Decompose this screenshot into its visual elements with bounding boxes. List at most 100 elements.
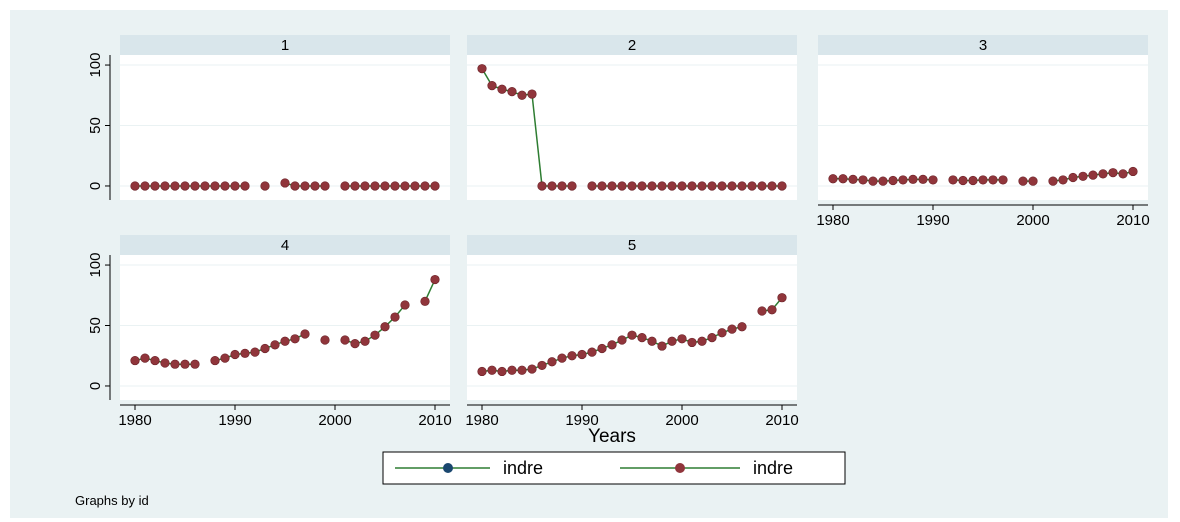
point <box>420 296 430 306</box>
point <box>517 365 527 375</box>
point <box>230 181 240 191</box>
y-tick-label: 0 <box>87 382 104 390</box>
point <box>230 349 240 360</box>
point <box>290 334 300 344</box>
point <box>767 181 777 191</box>
x-tick-label: 2010 <box>765 412 798 429</box>
point <box>300 329 310 339</box>
panel-title: 4 <box>281 237 289 254</box>
series-line <box>481 68 572 187</box>
point <box>140 353 150 363</box>
point <box>717 328 727 338</box>
point <box>320 335 330 345</box>
x-tick-label: 1990 <box>916 212 949 229</box>
point <box>250 347 260 357</box>
note: Graphs by id <box>75 493 149 508</box>
point <box>567 181 577 191</box>
point <box>170 359 180 369</box>
point <box>130 181 140 191</box>
point <box>280 336 290 346</box>
point <box>340 335 350 345</box>
point <box>150 181 160 191</box>
point <box>527 364 537 374</box>
point <box>477 366 487 377</box>
plot-area <box>467 255 797 400</box>
point <box>707 332 717 343</box>
panel-title: 5 <box>628 237 636 254</box>
point <box>1068 172 1078 183</box>
point <box>370 181 380 191</box>
point <box>1128 166 1138 177</box>
point <box>260 343 270 354</box>
point <box>577 349 587 360</box>
point <box>1048 176 1058 186</box>
point <box>260 181 270 191</box>
point <box>1118 169 1128 179</box>
point <box>210 181 220 191</box>
point <box>587 347 597 357</box>
point <box>310 181 320 191</box>
point <box>270 340 280 350</box>
point <box>888 175 898 186</box>
point <box>200 181 210 191</box>
panel-header <box>467 235 797 255</box>
point <box>667 336 677 346</box>
point <box>340 181 350 191</box>
point <box>777 293 787 303</box>
point <box>898 175 908 185</box>
series-line <box>214 333 306 362</box>
plot-area <box>120 255 450 400</box>
point <box>300 181 310 191</box>
point <box>557 181 567 191</box>
point <box>1058 175 1068 185</box>
point <box>597 181 607 191</box>
x-tick-label: 2000 <box>665 412 698 429</box>
x-tick-label: 1990 <box>218 412 251 429</box>
point <box>988 175 998 185</box>
plot-area <box>120 55 450 200</box>
panel-title: 1 <box>281 37 289 54</box>
point <box>667 181 677 191</box>
point <box>350 181 360 191</box>
point <box>190 359 200 369</box>
point <box>777 181 787 191</box>
point <box>737 322 747 332</box>
point <box>627 330 637 340</box>
point <box>390 312 400 322</box>
point <box>360 181 370 191</box>
x-tick-label: 2000 <box>318 412 351 429</box>
point <box>517 90 527 100</box>
point <box>547 357 557 367</box>
point <box>400 300 410 310</box>
point <box>180 359 190 369</box>
point <box>1098 169 1108 179</box>
y-tick-label: 50 <box>87 117 104 134</box>
point <box>597 343 607 354</box>
point <box>757 181 767 191</box>
point <box>958 175 968 186</box>
point <box>410 181 420 191</box>
y-tick-label: 0 <box>87 182 104 190</box>
point <box>978 175 988 185</box>
point <box>380 322 390 332</box>
legend-marker <box>443 463 453 473</box>
point <box>607 181 617 191</box>
point <box>507 87 517 97</box>
point <box>140 181 150 191</box>
point <box>998 175 1008 185</box>
point <box>130 355 140 366</box>
point <box>1078 171 1088 181</box>
point <box>537 181 547 191</box>
x-tick-label: 1980 <box>118 412 151 429</box>
point <box>1018 176 1028 186</box>
point <box>497 366 507 377</box>
point <box>210 355 220 366</box>
point <box>557 353 567 363</box>
point <box>180 181 190 191</box>
point <box>647 181 657 191</box>
point <box>727 181 737 191</box>
legend-label: indre <box>753 458 793 478</box>
x-axis-label: Years <box>588 426 636 447</box>
point <box>567 351 577 361</box>
